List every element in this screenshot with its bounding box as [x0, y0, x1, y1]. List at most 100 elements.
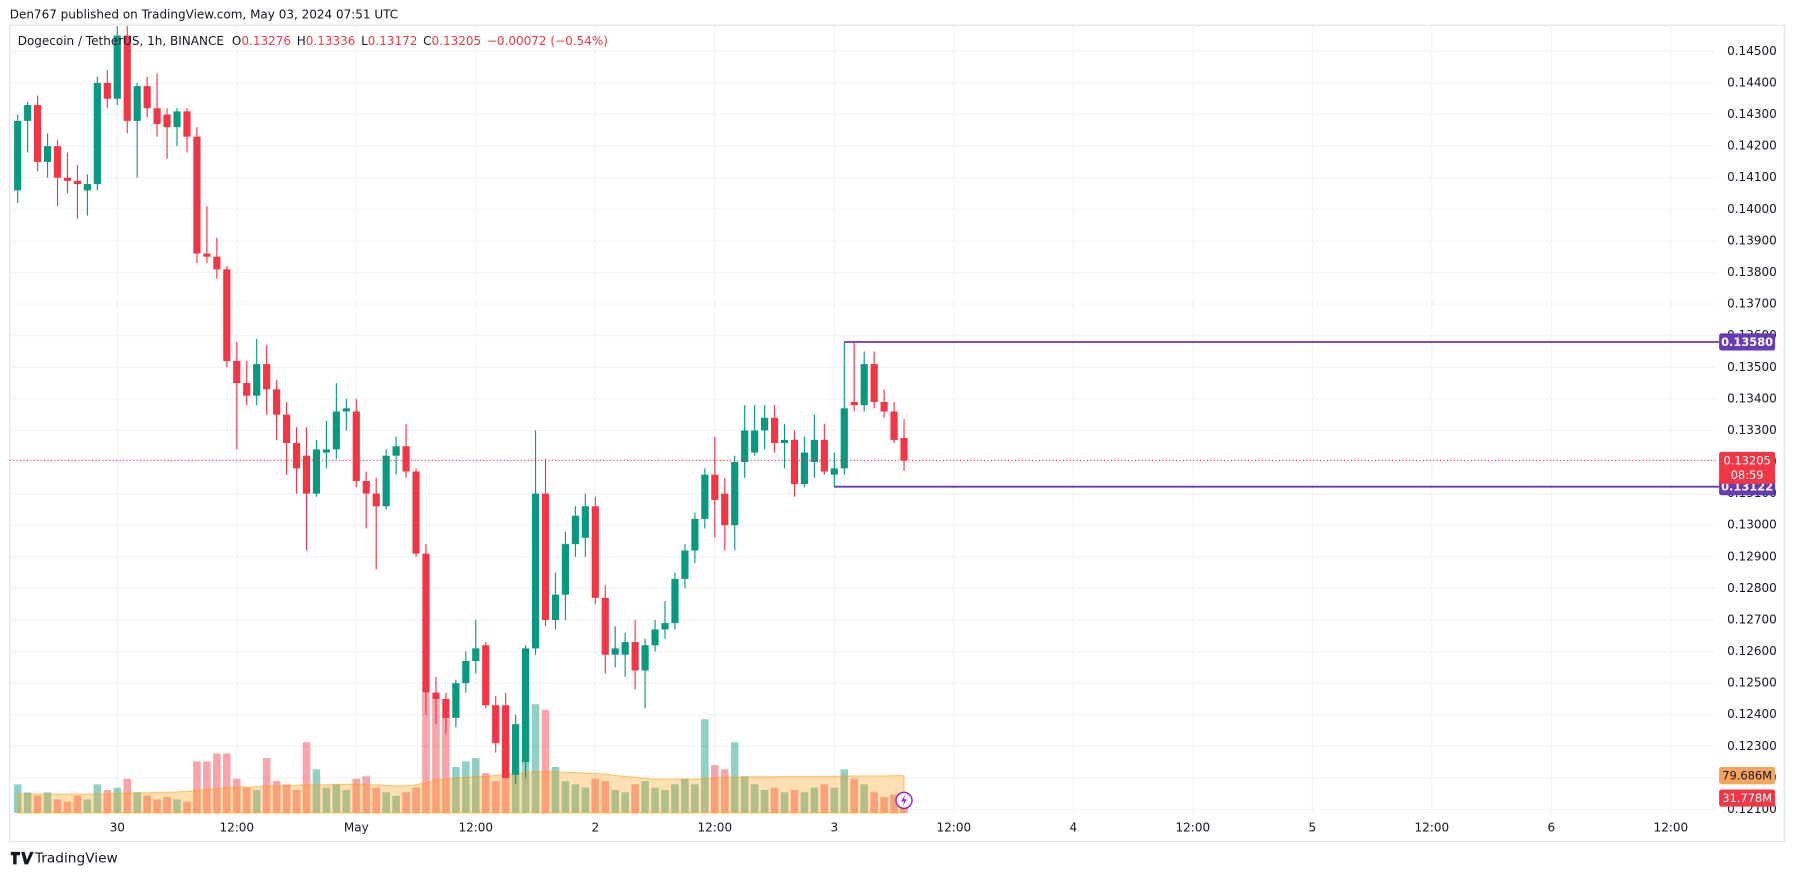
- candle-body: [382, 455, 390, 507]
- volume-bar: [103, 790, 112, 813]
- candle-body: [522, 648, 530, 763]
- candle-body: [531, 493, 540, 649]
- candle-body: [870, 364, 878, 403]
- x-tick-label: May: [344, 820, 369, 834]
- candle-body: [472, 648, 480, 662]
- volume-bar: [83, 799, 92, 813]
- volume-bar: [621, 792, 629, 813]
- volume-bar: [631, 784, 639, 813]
- volume-bar: [890, 794, 898, 813]
- legend-letter: L: [361, 34, 368, 48]
- x-tick-label: 12:00: [1654, 820, 1689, 834]
- candle-body: [651, 629, 659, 646]
- candle-body: [412, 471, 420, 554]
- y-tick-label: 0.13800: [1727, 265, 1777, 279]
- candle-body: [73, 180, 82, 185]
- header: Den767 published on TradingView.com, May…: [10, 7, 398, 21]
- candle-body: [123, 35, 131, 121]
- candle-body: [751, 430, 759, 453]
- candle-body: [402, 446, 410, 472]
- volume-bar: [63, 801, 72, 813]
- candle-body: [462, 661, 470, 684]
- volume-bar: [272, 781, 281, 813]
- volume-bar: [23, 792, 32, 813]
- volume-bar: [402, 792, 410, 813]
- y-tick-label: 0.12400: [1727, 707, 1777, 721]
- legend-letter: H: [297, 34, 306, 48]
- candle-body: [143, 86, 151, 109]
- volume-bar: [491, 781, 500, 813]
- volume-label-bg: [1719, 767, 1776, 785]
- last-price-bg: [1719, 451, 1776, 484]
- candle-body: [302, 455, 311, 494]
- candle-body: [701, 474, 709, 519]
- volume-bar: [302, 742, 311, 813]
- volume-bar: [452, 767, 460, 813]
- volume-bar: [342, 790, 351, 813]
- candle-body: [183, 111, 191, 137]
- volume-bar: [511, 761, 520, 813]
- y-tick-label: 0.12500: [1727, 676, 1777, 690]
- volume-bar: [53, 799, 62, 813]
- volume-bar: [183, 801, 191, 813]
- candle-body: [661, 623, 669, 630]
- candle-body: [43, 146, 52, 162]
- candle-body: [282, 414, 291, 444]
- volume-bar: [720, 769, 729, 813]
- candle-body: [362, 480, 370, 494]
- candle-body: [193, 136, 201, 254]
- candle-body: [93, 82, 101, 185]
- volume-bar: [651, 787, 659, 813]
- x-tick-label: 12:00: [219, 820, 254, 834]
- y-tick-label: 0.14100: [1727, 170, 1777, 184]
- candle-body: [850, 402, 858, 406]
- volume-bar: [282, 784, 291, 813]
- candle-body: [14, 120, 22, 191]
- candle-body: [880, 402, 888, 412]
- volume-bar: [113, 787, 122, 813]
- volume-bar: [332, 784, 341, 813]
- volume-bar: [581, 787, 590, 813]
- volume-bar: [770, 787, 779, 813]
- volume-bar: [392, 795, 400, 813]
- candle-body: [153, 108, 161, 125]
- logo-icon: [10, 851, 34, 865]
- volume-bar: [551, 767, 560, 813]
- volume-bar: [850, 778, 859, 813]
- candle-body: [611, 648, 619, 655]
- volume-bar: [531, 704, 540, 813]
- volume-bar: [292, 790, 301, 813]
- candle-body: [691, 518, 699, 551]
- candle-body: [601, 597, 609, 655]
- volume-bar: [442, 715, 450, 813]
- candle-body: [492, 705, 500, 744]
- candle-body: [591, 506, 599, 598]
- volume-bar: [820, 784, 829, 813]
- volume-bar: [203, 761, 211, 813]
- candle-body: [292, 443, 301, 469]
- candle-body: [243, 383, 251, 396]
- y-tick-label: 0.14300: [1727, 107, 1777, 121]
- candle-body: [741, 430, 749, 463]
- candle-body: [452, 683, 460, 718]
- x-tick-label: 3: [830, 820, 838, 834]
- volume-bar: [372, 787, 380, 813]
- volume-bar: [223, 753, 231, 813]
- volume-bar: [163, 797, 171, 813]
- candle-body: [342, 408, 350, 412]
- footer-text: TradingView: [34, 851, 118, 867]
- candle-body: [223, 269, 231, 361]
- candle-body: [24, 105, 32, 121]
- volume-bar: [810, 787, 819, 813]
- candle-body: [900, 438, 908, 461]
- x-tick-label: 12:00: [458, 820, 493, 834]
- candle-body: [83, 184, 91, 191]
- volume-bar: [830, 787, 839, 813]
- legend-value: 0.13336: [306, 34, 356, 48]
- volume-bar: [880, 797, 888, 813]
- candle-body: [502, 705, 510, 778]
- volume-bar: [671, 784, 679, 813]
- candle-body: [860, 364, 868, 406]
